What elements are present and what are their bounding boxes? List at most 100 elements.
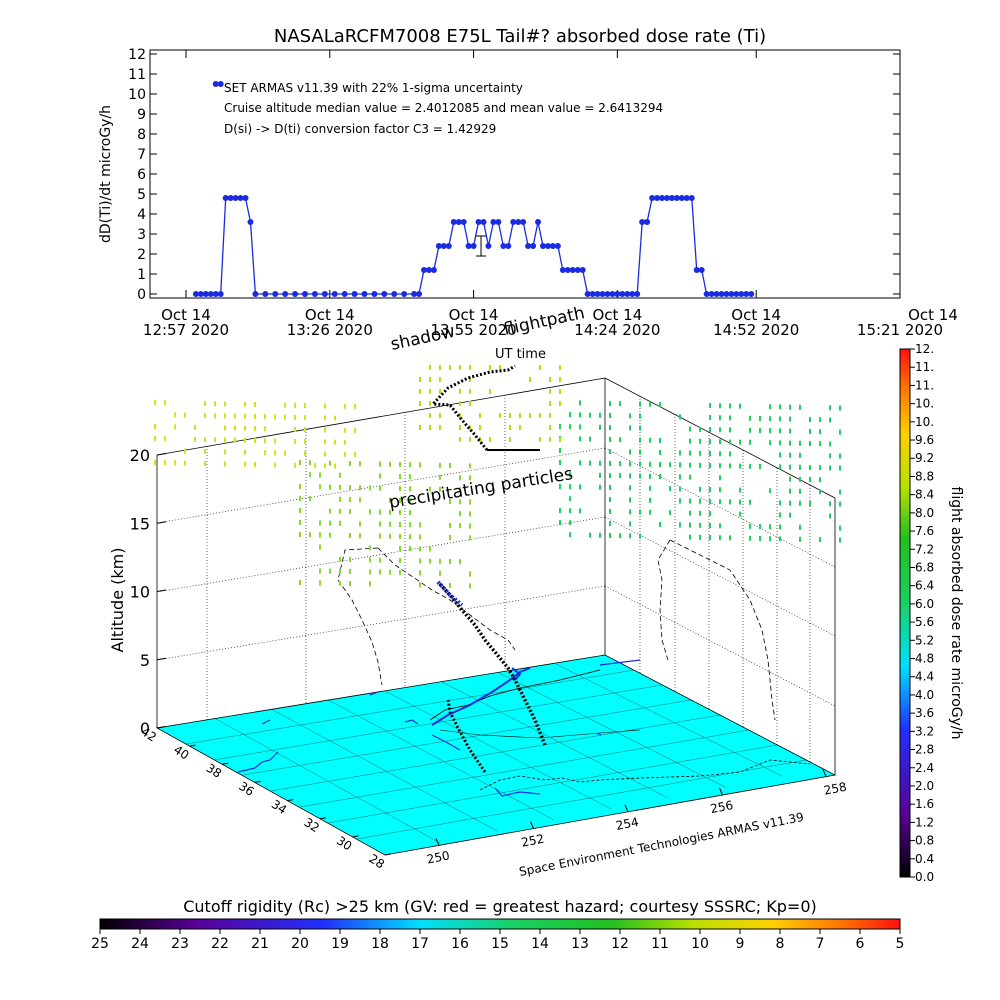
dose-rate-point [520, 219, 527, 225]
top-x-tick-label-time: 14:52 2020 [713, 321, 799, 339]
latitude-tick [384, 853, 392, 856]
rigidity-colorbar-tick-label: 6 [856, 936, 865, 952]
altitude-tick-label: 5 [140, 651, 150, 670]
dose-rate-point [207, 291, 214, 297]
dose-colorbar-tick-label: 6.8 [915, 560, 934, 574]
dose-colorbar-tick-label: 10. [915, 415, 934, 429]
dose-colorbar-tick-label: 2.4 [915, 761, 934, 775]
dose-rate-point [544, 243, 551, 249]
dose-colorbar-tick-label: 1.2 [915, 815, 934, 829]
annotation-line-3: D(si) -> D(ti) conversion factor C3 = 1.… [224, 122, 496, 136]
dose-colorbar-tick-label: 12. [915, 342, 934, 356]
top-y-axis-label: dD(Ti)/dt microGy/h [98, 105, 114, 243]
dose-rate-point [217, 291, 224, 297]
top-y-tick-label: 5 [137, 187, 146, 203]
dose-rate-point [569, 267, 576, 273]
rigidity-colorbar-tick-label: 25 [91, 936, 109, 952]
dose-rate-point [495, 219, 502, 225]
top-x-tick-label-time: 15:21 2020 [857, 321, 943, 339]
floor-grid [185, 663, 807, 844]
dose-rate-point [282, 291, 289, 297]
plot3d: shadow flightpath UT time precipitating … [108, 303, 848, 879]
latitude-tick [189, 744, 196, 747]
dose-rate-point [425, 267, 432, 273]
dose-colorbar-tick-label: 1.6 [915, 797, 934, 811]
dose-rate-point [554, 243, 561, 249]
dose-rate-point [738, 291, 745, 297]
top-x-tick-label-time: 12:57 2020 [143, 321, 229, 339]
rigidity-colorbar-tick-label: 12 [611, 936, 629, 952]
dose-rate-point [361, 291, 368, 297]
rigidity-colorbar-tick-label: 16 [451, 936, 469, 952]
dose-rate-point [743, 291, 750, 297]
dose-colorbar-tick-label: 3.2 [915, 724, 934, 738]
dose-colorbar-tick-label: 0.0 [915, 870, 934, 884]
dose-rate-point [421, 267, 427, 273]
dose-rate-point [480, 219, 487, 225]
dose-colorbar-tick-label: 6.4 [915, 579, 934, 593]
dose-rate-point [192, 291, 199, 297]
dose-rate-point [222, 195, 229, 201]
dose-rate-point [530, 243, 537, 249]
top-y-tick-label: 12 [128, 47, 146, 63]
altitude-tick-label: 10 [130, 583, 150, 602]
dose-colorbar-gradient [899, 348, 911, 878]
rigidity-colorbar-tick-label: 21 [251, 936, 269, 952]
dose-rate-point [663, 195, 670, 201]
dose-rate-point [535, 219, 542, 225]
dose-colorbar-tick-label: 2.0 [915, 779, 934, 793]
dose-rate-point [232, 195, 239, 201]
top-x-tick-label-date: Oct 14 [161, 306, 211, 324]
latitude-tick [156, 726, 164, 729]
top-y-tick-label: 8 [137, 127, 146, 143]
latitude-tick-label: 42 [139, 724, 159, 744]
dose-rate-point [644, 219, 651, 225]
dose-rate-point [708, 291, 715, 297]
ut-time-annotation: UT time [495, 347, 546, 362]
dose-rate-point [272, 291, 279, 297]
rigidity-colorbar-tick-label: 18 [371, 936, 389, 952]
dose-rate-point [455, 219, 462, 225]
dose-rate-point [579, 267, 586, 273]
dose-rate-point [678, 195, 685, 201]
right-wall-shadow [657, 539, 671, 661]
dose-rate-point [688, 195, 695, 201]
latitude-tick-label: 32 [301, 815, 321, 835]
dose-rate-point [639, 219, 646, 225]
dose-rate-point [634, 291, 641, 297]
dose-rate-point [411, 291, 418, 297]
longitude-tick [530, 821, 534, 829]
dose-colorbar-tick-label: 5.2 [915, 633, 934, 647]
left-wall-grid [156, 395, 606, 720]
longitude-tick [822, 769, 827, 777]
dose-colorbar-tick-label: 2.8 [915, 743, 934, 757]
rigidity-colorbar-tick-label: 7 [816, 936, 825, 952]
dose-colorbar-tick-label: 4.8 [915, 652, 934, 666]
annotation-line-2: Cruise altitude median value = 2.4012085… [224, 101, 663, 115]
dose-rate-point [510, 219, 517, 225]
dose-colorbar-label: flight absorbed dose rate microGy/h [948, 487, 964, 740]
dose-rate-point [673, 195, 680, 201]
latitude-tick [222, 762, 229, 765]
dose-rate-point [629, 291, 636, 297]
top-x-tick-label-date: Oct 14 [305, 306, 355, 324]
latitude-tick [254, 780, 261, 783]
annotation-line-1: SET ARMAS v11.39 with 22% 1-sigma uncert… [224, 81, 523, 95]
rigidity-colorbar-tick-label: 9 [736, 936, 745, 952]
dose-rate-point [564, 267, 571, 273]
dose-rate-point [311, 291, 318, 297]
dose-rate-point [624, 291, 631, 297]
dose-rate-point [609, 291, 616, 297]
longitude-tick-label: 252 [520, 832, 545, 850]
dose-colorbar-tick-label: 9.6 [915, 433, 934, 447]
dose-rate-point [728, 291, 735, 297]
dose-rate-point [470, 243, 477, 249]
dose-rate-series [192, 195, 755, 297]
rigidity-colorbar-tick-label: 23 [171, 936, 189, 952]
latitude-tick-label: 28 [367, 851, 387, 871]
dose-colorbar-tick-label: 7.2 [915, 542, 934, 556]
dose-rate-point [604, 291, 611, 297]
dose-colorbar-tick-label: 7.6 [915, 524, 934, 538]
dose-rate-point [525, 243, 532, 249]
